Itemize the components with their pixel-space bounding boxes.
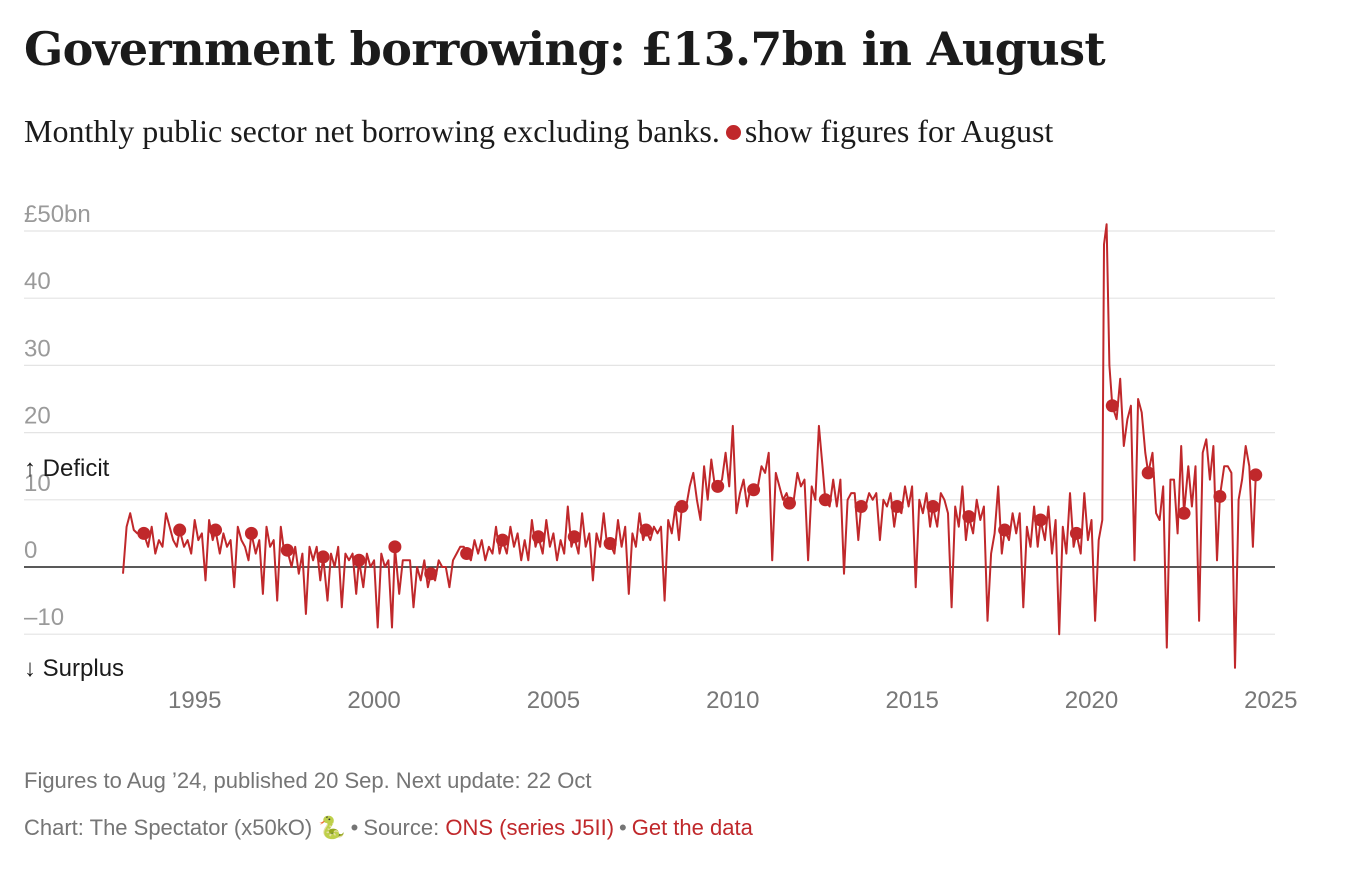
august-point xyxy=(1249,468,1263,482)
x-tick-label: 2015 xyxy=(885,687,938,714)
august-point xyxy=(747,483,761,497)
august-point xyxy=(603,536,617,550)
august-point xyxy=(1177,506,1191,520)
august-point xyxy=(244,526,258,540)
x-tick-label: 1995 xyxy=(168,687,221,714)
august-point xyxy=(998,523,1012,537)
chart-title: Government borrowing: £13.7bn in August xyxy=(24,22,1106,76)
august-point xyxy=(1069,526,1083,540)
august-point xyxy=(1141,466,1155,480)
august-point xyxy=(854,500,868,514)
august-point xyxy=(1213,489,1227,503)
august-point xyxy=(388,540,402,554)
bullet-separator: • xyxy=(619,815,627,840)
legend-dot-icon xyxy=(725,125,741,141)
chart-subtitle: Monthly public sector net borrowing excl… xyxy=(24,113,1053,150)
y-tick-label: 20 xyxy=(24,403,51,430)
august-point xyxy=(890,500,904,514)
august-point xyxy=(675,500,689,514)
y-tick-label: –10 xyxy=(24,604,64,631)
footer-note: Figures to Aug ’24, published 20 Sep. Ne… xyxy=(24,768,592,793)
august-point xyxy=(316,550,330,564)
legend-label: show figures for August xyxy=(744,113,1054,149)
credit-text: Chart: The Spectator (x50kO) 🐍 xyxy=(24,815,346,840)
x-axis-labels: 1995 2000 2005 2010 2015 2020 2025 xyxy=(168,687,1297,714)
august-point xyxy=(531,530,545,544)
august-point xyxy=(209,523,223,537)
surplus-label: ↓ Surplus xyxy=(24,655,124,682)
august-point xyxy=(424,567,438,581)
annotations: ↑ Deficit ↓ Surplus xyxy=(24,455,124,682)
august-point xyxy=(280,543,294,557)
source-label: Source: xyxy=(363,815,440,840)
x-tick-label: 2020 xyxy=(1065,687,1118,714)
x-tick-label: 2025 xyxy=(1244,687,1297,714)
y-tick-label: 40 xyxy=(24,268,51,295)
y-axis-labels: £50bn 40 30 20 10 0 –10 xyxy=(24,201,91,631)
august-point xyxy=(137,526,151,540)
august-point xyxy=(567,530,581,544)
august-point xyxy=(926,500,940,514)
august-point xyxy=(818,493,832,507)
august-point xyxy=(962,510,976,524)
gridlines xyxy=(24,230,1275,635)
august-point xyxy=(782,496,796,510)
august-point xyxy=(460,547,474,561)
footer-credit-line: Chart: The Spectator (x50kO) 🐍 • Source: O… xyxy=(24,815,753,841)
source-link[interactable]: ONS (series J5II) xyxy=(445,815,615,840)
subtitle-text: Monthly public sector net borrowing excl… xyxy=(24,113,720,149)
bullet-separator: • xyxy=(350,815,359,840)
august-point xyxy=(639,523,653,537)
y-tick-label: 0 xyxy=(24,537,37,564)
y-tick-label: 10 xyxy=(24,470,51,497)
august-point xyxy=(1105,399,1119,413)
x-tick-label: 2000 xyxy=(347,687,400,714)
august-point xyxy=(496,533,510,547)
x-tick-label: 2010 xyxy=(706,687,759,714)
august-point xyxy=(173,523,187,537)
august-point xyxy=(711,479,725,493)
borrowing-series-line xyxy=(122,223,1257,669)
august-points xyxy=(137,399,1263,581)
august-point xyxy=(352,553,366,567)
deficit-label: ↑ Deficit xyxy=(24,455,110,482)
august-point xyxy=(1034,513,1048,527)
x-tick-label: 2005 xyxy=(527,687,580,714)
y-tick-label: 30 xyxy=(24,335,51,362)
get-data-link[interactable]: Get the data xyxy=(631,815,753,840)
y-tick-label: £50bn xyxy=(24,201,91,228)
